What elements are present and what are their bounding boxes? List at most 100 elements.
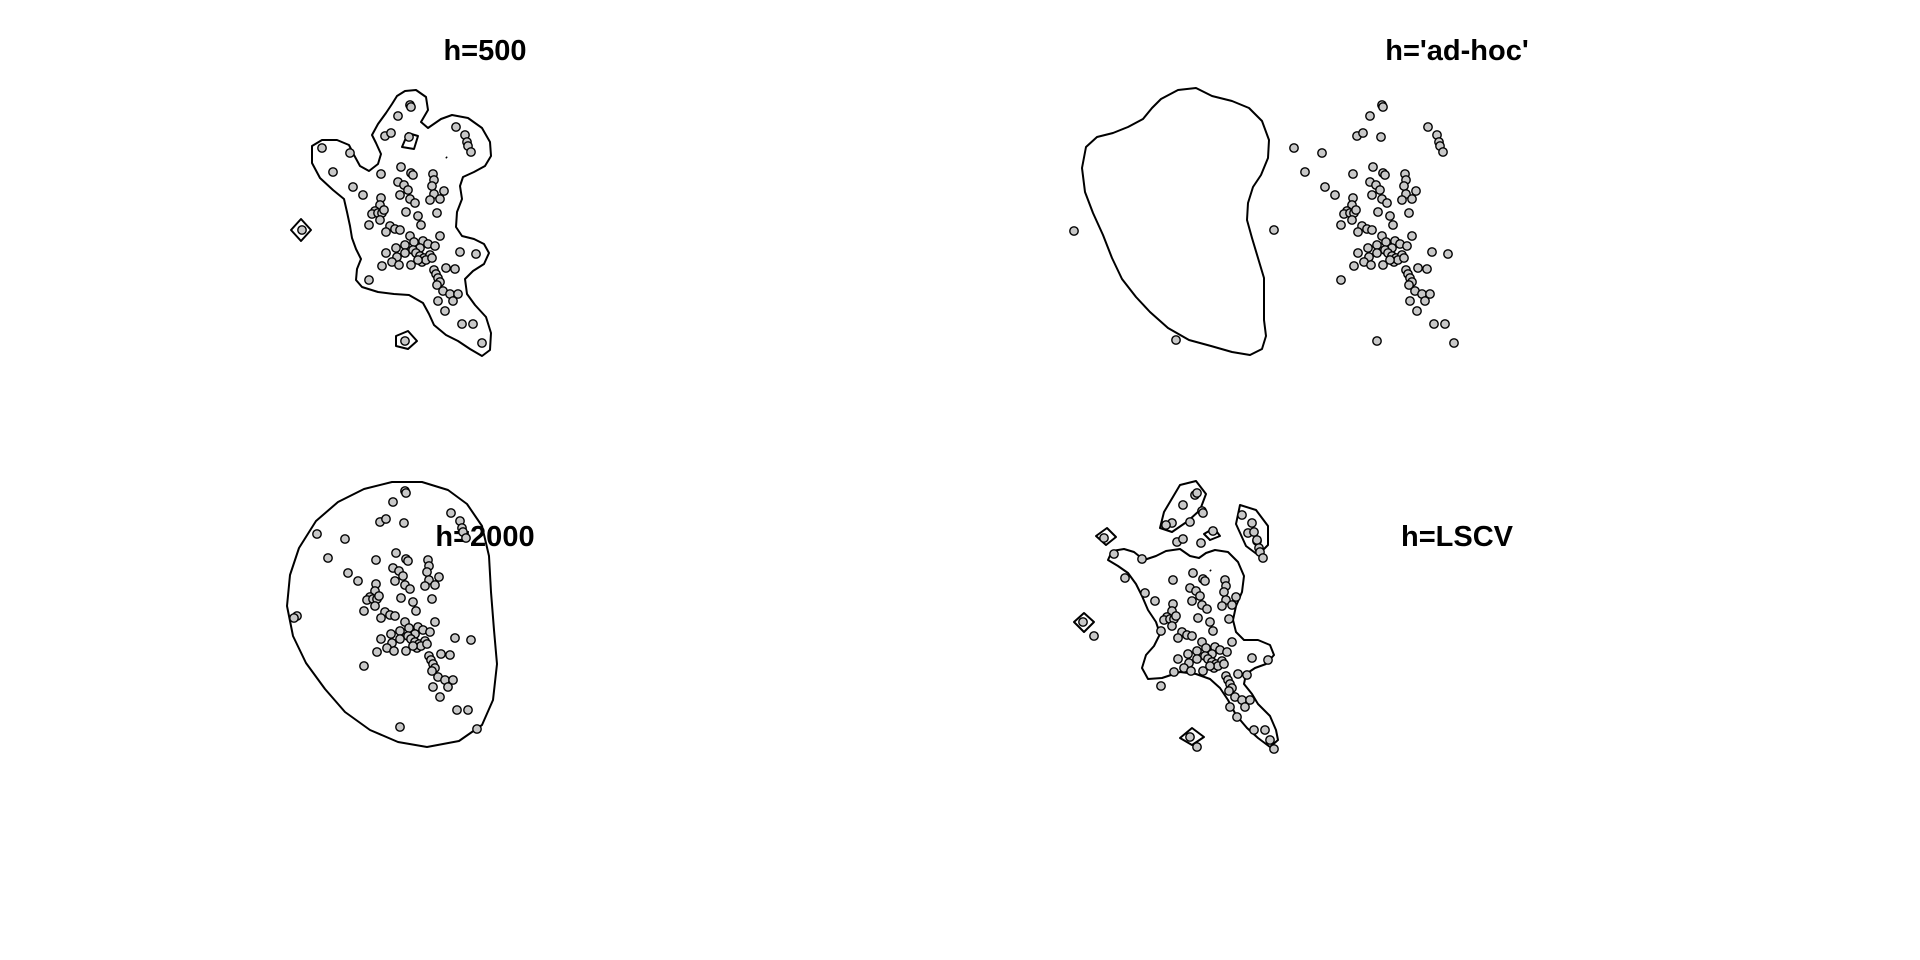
relocation-point (400, 336, 410, 346)
contour-island (1073, 612, 1095, 633)
relocation-point (1192, 646, 1202, 656)
relocation-point (1178, 500, 1188, 510)
relocation-point (1372, 240, 1382, 250)
relocation-point (408, 170, 418, 180)
relocation-point (427, 594, 437, 604)
relocation-point (403, 556, 413, 566)
relocation-point (1192, 654, 1202, 664)
relocation-point (410, 198, 420, 208)
relocation-point (432, 280, 442, 290)
relocation-point (403, 185, 413, 195)
relocation-point (1412, 306, 1422, 316)
relocation-point (1156, 681, 1166, 691)
relocation-point (1198, 508, 1208, 518)
relocation-point (400, 240, 410, 250)
relocation-point (1171, 611, 1181, 621)
point-group (289, 486, 482, 734)
relocation-point (1372, 248, 1382, 258)
relocation-point (1407, 194, 1417, 204)
relocation-point (381, 248, 391, 258)
relocation-point (376, 613, 386, 623)
relocation-point (395, 626, 405, 636)
relocation-point (1380, 170, 1390, 180)
relocation-point (1358, 128, 1368, 138)
relocation-point (1208, 526, 1218, 536)
relocation-point (1407, 231, 1417, 241)
relocation-point (1373, 207, 1383, 217)
relocation-point (1425, 289, 1435, 299)
relocation-point (445, 650, 455, 660)
relocation-point (413, 211, 423, 221)
relocation-point (1347, 215, 1357, 225)
relocation-point (1258, 553, 1268, 563)
panel-ad-hoc: h='ad-hoc' (1069, 35, 1529, 356)
relocation-point (1247, 653, 1257, 663)
relocation-point (450, 633, 460, 643)
relocation-point (448, 675, 458, 685)
relocation-point (1167, 621, 1177, 631)
relocation-point (1440, 319, 1450, 329)
relocation-point (427, 666, 437, 676)
relocation-point (312, 529, 322, 539)
contour-island (1179, 727, 1205, 746)
relocation-point (1208, 626, 1218, 636)
relocation-point (1376, 132, 1386, 142)
relocation-point (1351, 205, 1361, 215)
relocation-point (1240, 702, 1250, 712)
contour-dot (1209, 569, 1212, 572)
relocation-point (413, 255, 423, 265)
relocation-point (1402, 241, 1412, 251)
relocation-point (1168, 575, 1178, 585)
relocation-point (1375, 185, 1385, 195)
relocation-point (405, 584, 415, 594)
panel-title: h=LSCV (1401, 521, 1514, 553)
relocation-point (1198, 666, 1208, 676)
relocation-point (1205, 661, 1215, 671)
relocation-point (1187, 631, 1197, 641)
relocation-point (1368, 162, 1378, 172)
relocation-point (455, 247, 465, 257)
relocation-point (1186, 666, 1196, 676)
relocation-point (379, 205, 389, 215)
relocation-point (364, 220, 374, 230)
relocation-point (388, 497, 398, 507)
relocation-point (343, 568, 353, 578)
relocation-point (406, 102, 416, 112)
relocation-point (471, 249, 481, 259)
relocation-point (1137, 554, 1147, 564)
relocation-point (434, 572, 444, 582)
relocation-point (466, 635, 476, 645)
relocation-point (435, 194, 445, 204)
relocation-point (1196, 538, 1206, 548)
relocation-point (1222, 647, 1232, 657)
relocation-point (317, 143, 327, 153)
contour-main (311, 89, 492, 357)
relocation-point (1219, 587, 1229, 597)
relocation-point (1443, 249, 1453, 259)
relocation-point (1200, 576, 1210, 586)
relocation-point (359, 606, 369, 616)
relocation-point (1099, 533, 1109, 543)
contour-main (1107, 548, 1279, 748)
contour-island (395, 330, 418, 350)
relocation-point (398, 571, 408, 581)
relocation-point (1192, 742, 1202, 752)
relocation-point (1336, 275, 1346, 285)
relocation-point (1185, 517, 1195, 527)
contour-dot (445, 156, 448, 159)
relocation-point (359, 661, 369, 671)
relocation-point (401, 207, 411, 217)
relocation-point (345, 148, 355, 158)
point-group (297, 100, 487, 348)
contour-group (286, 481, 498, 748)
relocation-point (427, 181, 437, 191)
relocation-point (389, 646, 399, 656)
relocation-point (1353, 227, 1363, 237)
relocation-point (328, 167, 338, 177)
relocation-point (391, 243, 401, 253)
relocation-point (430, 580, 440, 590)
relocation-point (406, 260, 416, 270)
point-group (1069, 100, 1459, 348)
contour-group (290, 89, 492, 357)
